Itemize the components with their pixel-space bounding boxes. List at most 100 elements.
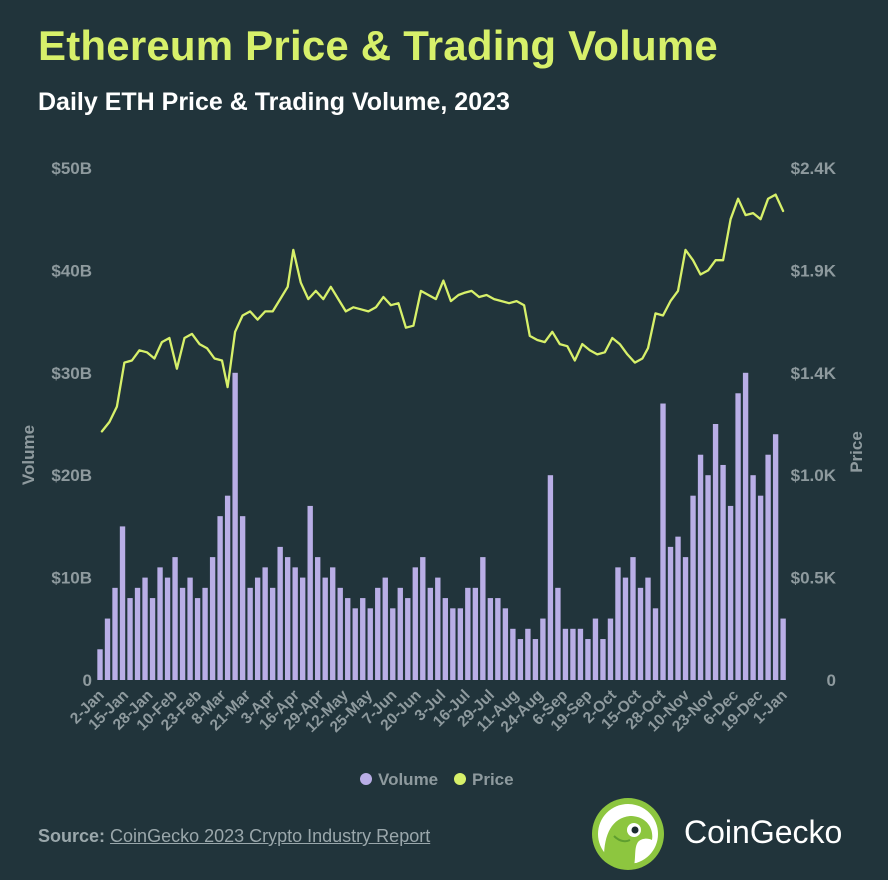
brand-name: CoinGecko [684, 814, 843, 850]
y-right-tick-label: $1.4K [791, 364, 837, 383]
volume-bar [390, 608, 396, 680]
volume-bar [465, 587, 471, 680]
legend-label: Price [472, 770, 514, 789]
volume-bar [450, 608, 456, 680]
volume-bar [427, 587, 433, 680]
volume-bar [262, 567, 268, 680]
volume-bar [577, 628, 584, 680]
volume-bar [615, 567, 621, 680]
volume-bar [375, 587, 381, 680]
volume-bar [697, 454, 704, 680]
volume-bar [517, 639, 524, 680]
volume-bar [104, 618, 111, 680]
volume-bar [239, 516, 246, 680]
y-left-tick-label: $10B [51, 569, 92, 588]
volume-bar [382, 577, 388, 680]
volume-bar [660, 403, 666, 680]
volume-bar [412, 567, 418, 680]
volume-bar [622, 577, 629, 680]
volume-bar [112, 587, 118, 680]
volume-bar [345, 598, 351, 680]
y-left-tick-label: $30B [51, 364, 92, 383]
volume-bar [224, 495, 231, 680]
y-right-tick-label: $2.4K [791, 159, 837, 178]
volume-bar [510, 628, 516, 680]
volume-bar [585, 639, 591, 680]
volume-bar [277, 546, 283, 680]
volume-bar [667, 546, 674, 680]
coingecko-brand[interactable]: CoinGecko [590, 798, 870, 870]
volume-bars [97, 372, 786, 680]
volume-bar [630, 557, 636, 680]
y-left-tick-label: $50B [51, 159, 92, 178]
y-left-axis-label: Volume [19, 425, 38, 485]
volume-bar [570, 628, 576, 680]
legend-label: Volume [378, 770, 438, 789]
chart-title: Ethereum Price & Trading Volume [38, 22, 718, 69]
volume-bar [254, 577, 261, 680]
source-link[interactable]: CoinGecko 2023 Crypto Industry Report [110, 826, 431, 846]
volume-bar [487, 598, 494, 680]
volume-bar [397, 587, 403, 680]
volume-bar [269, 587, 276, 680]
price-line [100, 193, 785, 433]
volume-bar [322, 577, 328, 680]
volume-bar [315, 557, 321, 680]
y-right-tick-label: $1.9K [791, 261, 837, 280]
volume-bar [495, 598, 501, 680]
y-left-tick-label: 0 [83, 671, 92, 690]
volume-bar [457, 608, 464, 680]
source-note: Source: CoinGecko 2023 Crypto Industry R… [38, 826, 430, 847]
volume-bar [172, 557, 178, 680]
volume-bar [149, 598, 156, 680]
volume-bar [757, 495, 764, 680]
volume-bar [119, 526, 126, 680]
volume-bar [442, 598, 448, 680]
price-volume-chart: 0 $10B $20B $30B $40B $50B 0 $0.5K $1.0K $1.4K $1… [19, 159, 866, 789]
volume-bar [179, 587, 186, 680]
volume-bar [607, 618, 614, 680]
volume-bar [194, 598, 201, 680]
volume-bar [307, 505, 313, 680]
volume-bar [134, 587, 141, 680]
source-label: Source: [38, 826, 106, 846]
volume-bar [480, 557, 486, 680]
volume-bar [405, 598, 411, 680]
volume-bar [742, 372, 749, 680]
volume-bar [675, 536, 681, 680]
volume-bar [330, 567, 336, 680]
volume-bar [750, 475, 756, 680]
legend-marker [360, 773, 372, 785]
volume-bar [540, 618, 546, 680]
volume-bar [727, 505, 734, 680]
x-axis: 2-Jan15-Jan28-Jan10-Feb23-Feb8-Mar21-Mar… [67, 687, 791, 736]
volume-bar [142, 577, 148, 680]
volume-bar [705, 475, 711, 680]
volume-bar [532, 639, 539, 680]
volume-bar [600, 639, 606, 680]
volume-bar [202, 587, 208, 680]
volume-bar [555, 587, 561, 680]
volume-bar [232, 372, 238, 680]
volume-bar [772, 434, 779, 680]
legend-marker [454, 773, 466, 785]
volume-bar [97, 649, 103, 680]
volume-bar [420, 557, 426, 680]
y-right-axis-label: Price [847, 431, 866, 473]
volume-bar [765, 454, 771, 680]
volume-bar [637, 587, 644, 680]
y-left-axis: 0 $10B $20B $30B $40B $50B [51, 159, 92, 690]
volume-bar [720, 464, 726, 680]
volume-bar [337, 587, 343, 680]
volume-bar [502, 608, 509, 680]
volume-bar [652, 608, 659, 680]
volume-bar [127, 598, 133, 680]
y-right-tick-label: 0 [827, 671, 836, 690]
volume-bar [157, 567, 163, 680]
y-right-tick-label: $0.5K [791, 569, 837, 588]
volume-bar [360, 598, 366, 680]
volume-bar [547, 475, 554, 680]
volume-bar [682, 557, 689, 680]
legend: Volume Price [360, 770, 514, 789]
volume-bar [209, 557, 216, 680]
